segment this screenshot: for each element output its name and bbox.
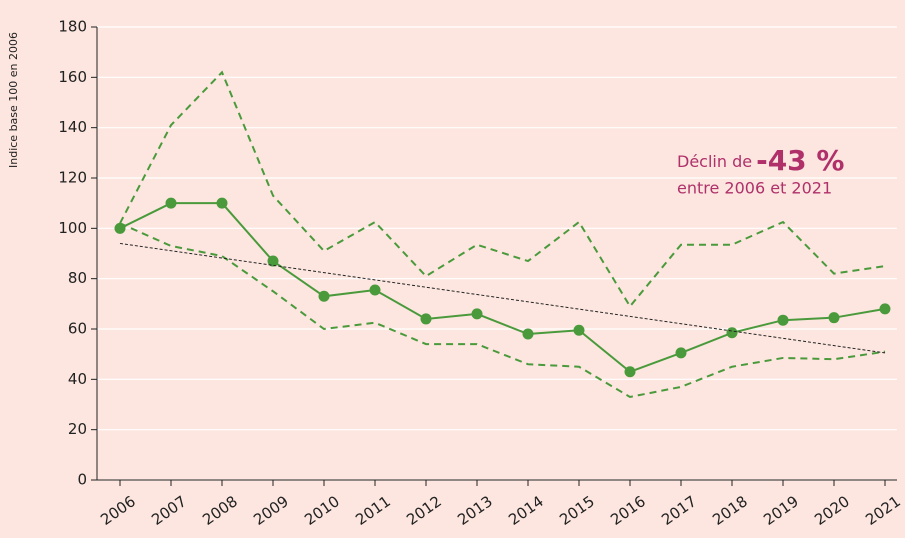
y-tick-label: 0 — [77, 471, 87, 489]
x-tick-label: 2020 — [811, 492, 853, 529]
point — [165, 197, 177, 209]
y-axis-label: Indice base 100 en 2006 — [7, 32, 20, 168]
x-tick-label: 2014 — [505, 492, 547, 529]
y-tick-label: 80 — [68, 269, 87, 287]
point — [879, 303, 891, 315]
point — [471, 308, 483, 320]
series-line — [119, 70, 886, 309]
y-tick-label: 140 — [58, 118, 87, 136]
x-tick-label: 2016 — [607, 492, 649, 529]
y-tick-label: 20 — [68, 420, 87, 438]
y-tick-label: 100 — [58, 219, 87, 237]
x-tick-label: 2017 — [658, 492, 700, 529]
point — [267, 255, 279, 267]
y-tick-label: 160 — [58, 68, 87, 86]
point — [675, 347, 687, 359]
point — [522, 328, 534, 340]
point — [369, 284, 381, 296]
x-tick-label: 2011 — [352, 492, 394, 529]
annotation: Déclin de -43 % — [677, 144, 844, 177]
x-tick-label: 2012 — [403, 492, 445, 529]
y-tick-label: 180 — [58, 18, 87, 36]
x-tick-label: 2015 — [556, 492, 598, 529]
x-tick-label: 2021 — [862, 492, 904, 529]
point — [216, 197, 228, 209]
x-tick-label: 2009 — [250, 492, 292, 529]
point — [777, 314, 789, 326]
point — [573, 324, 585, 336]
point — [828, 312, 840, 324]
point — [420, 313, 432, 325]
x-tick-label: 2007 — [148, 492, 190, 529]
point — [726, 327, 738, 339]
x-tick-label: 2013 — [454, 492, 496, 529]
series-line — [119, 222, 886, 399]
y-tick-label: 40 — [68, 370, 87, 388]
annotation-text: entre 2006 et 2021 — [677, 179, 832, 198]
annotation-highlight: -43 % — [756, 144, 844, 177]
annotation-text: Déclin de — [677, 152, 752, 171]
y-tick-label: 60 — [68, 320, 87, 338]
x-tick-label: 2006 — [97, 492, 139, 529]
point — [318, 290, 330, 302]
series-line — [119, 242, 886, 354]
y-tick-label: 120 — [58, 169, 87, 187]
x-tick-label: 2010 — [301, 492, 343, 529]
x-tick-label: 2019 — [760, 492, 802, 529]
point — [624, 366, 636, 378]
x-tick-label: 2008 — [199, 492, 241, 529]
x-tick-label: 2018 — [709, 492, 751, 529]
series-line — [119, 202, 886, 373]
